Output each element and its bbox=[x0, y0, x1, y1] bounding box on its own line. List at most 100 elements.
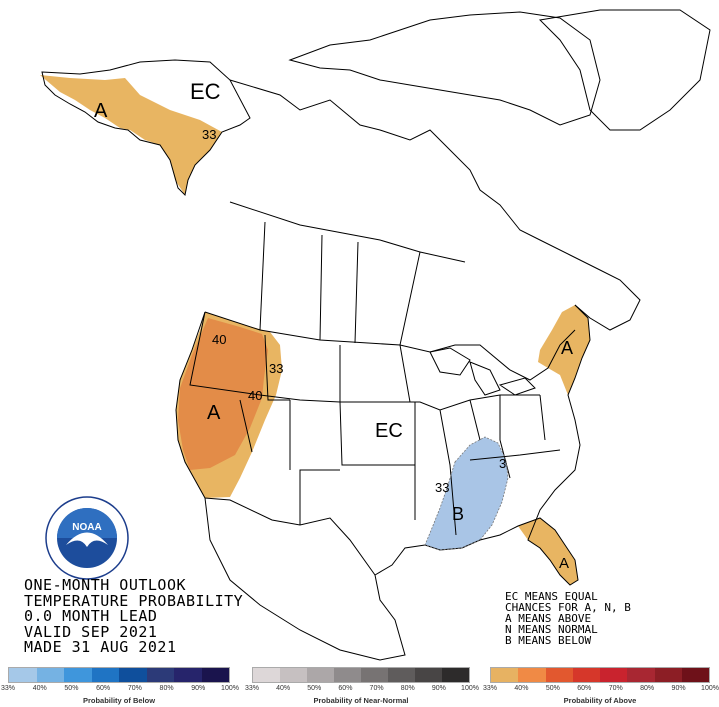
scale-normal-swatch bbox=[280, 668, 307, 682]
scale-below-swatches bbox=[8, 667, 230, 683]
contours bbox=[424, 436, 509, 551]
scale-below-swatch bbox=[36, 668, 64, 682]
scale-below-tick-label: 33% bbox=[0, 685, 16, 692]
map-labels: EC A 33 40 33 40 A EC A 3 33 B A bbox=[94, 79, 573, 572]
label-33-alaska: 33 bbox=[202, 127, 216, 142]
scale-above-tick-label: 70% bbox=[608, 685, 623, 692]
scale-normal-swatch bbox=[361, 668, 388, 682]
scale-above-tick-label: 50% bbox=[545, 685, 560, 692]
scale-above-ticks: 33% 40% 50% 60% 70% 80% 90% 100% bbox=[483, 685, 719, 695]
label-ec-alaska: EC bbox=[190, 79, 221, 104]
region-below-south bbox=[425, 437, 508, 550]
scale-normal-title: Probability of Near-Normal bbox=[313, 696, 409, 705]
label-b-south: B bbox=[452, 504, 464, 524]
canada-coast bbox=[229, 79, 641, 331]
greenland-outline bbox=[538, 9, 711, 131]
scale-below: 33% 40% 50% 60% 70% 80% 90% 100% Probability of… bbox=[1, 667, 239, 705]
label-a-alaska: A bbox=[94, 100, 108, 122]
legend-block: EC MEANS EQUAL CHANCES FOR A, N, B A MEA… bbox=[505, 591, 631, 646]
label-a-florida: A bbox=[559, 555, 569, 572]
scale-above-title: Probability of Above bbox=[563, 696, 637, 705]
title-line-2: TEMPERATURE PROBABILITY bbox=[24, 591, 244, 610]
scale-normal-tick-label: 50% bbox=[307, 685, 322, 692]
scale-below-swatch bbox=[64, 668, 92, 682]
scale-normal-ticks: 33% 40% 50% 60% 70% 80% 90% 100% bbox=[245, 685, 479, 695]
title-line-4: VALID SEP 2021 bbox=[24, 622, 158, 641]
title-block: ONE-MONTH OUTLOOK TEMPERATURE PROBABILIT… bbox=[24, 577, 244, 656]
scale-below-swatch bbox=[9, 668, 37, 682]
label-40-nevada: 40 bbox=[248, 388, 262, 403]
scale-below-swatch bbox=[174, 668, 202, 682]
contour-southeast bbox=[424, 436, 509, 551]
scale-normal-tick-label: 33% bbox=[244, 685, 260, 692]
mexico-outline bbox=[204, 497, 406, 661]
scale-above-tick-label: 100% bbox=[701, 685, 719, 692]
scale-normal-tick-label: 90% bbox=[431, 685, 446, 692]
legend-line-2: CHANCES FOR A, N, B bbox=[505, 601, 631, 614]
scale-normal-swatch bbox=[334, 668, 361, 682]
noaa-logo: NOAA bbox=[45, 496, 129, 580]
scale-below-tick-label: 100% bbox=[221, 685, 239, 692]
scale-below-tick-label: 90% bbox=[191, 685, 206, 692]
scale-below-tick-label: 50% bbox=[64, 685, 79, 692]
scale-above-swatch bbox=[654, 668, 682, 682]
region-above-florida bbox=[518, 518, 578, 585]
scale-below-swatch bbox=[201, 668, 229, 682]
legend-line-1: EC MEANS EQUAL bbox=[505, 590, 598, 603]
scale-normal-swatch bbox=[415, 668, 442, 682]
title-line-3: 0.0 MONTH LEAD bbox=[24, 607, 158, 625]
scale-above: 33% 40% 50% 60% 70% 80% 90% 100% Probability of… bbox=[483, 667, 719, 705]
scale-below-ticks: 33% 40% 50% 60% 70% 80% 90% 100% bbox=[1, 685, 239, 695]
scale-normal-swatch bbox=[307, 668, 334, 682]
scale-above-swatches bbox=[490, 667, 710, 683]
scale-normal-swatch bbox=[442, 668, 469, 682]
scale-normal-swatch bbox=[388, 668, 415, 682]
label-33-south-west: 33 bbox=[435, 480, 449, 495]
scale-normal-tick-label: 40% bbox=[276, 685, 291, 692]
great-lakes bbox=[429, 347, 536, 396]
scale-below-swatch bbox=[91, 668, 119, 682]
region-above-west-40 bbox=[178, 318, 268, 470]
scale-above-swatch bbox=[600, 668, 628, 682]
scale-normal-tick-label: 70% bbox=[369, 685, 384, 692]
scale-below-tick-label: 60% bbox=[96, 685, 111, 692]
scale-below-title: Probability of Below bbox=[82, 696, 156, 705]
scale-above-tick-label: 40% bbox=[514, 685, 529, 692]
scale-above-swatch bbox=[491, 668, 519, 682]
scale-above-swatch bbox=[681, 668, 709, 682]
scale-normal-tick-label: 60% bbox=[338, 685, 353, 692]
shaded-regions bbox=[40, 75, 590, 585]
canada-province-lines bbox=[229, 201, 466, 346]
label-a-west: A bbox=[207, 402, 221, 424]
scale-above-swatch bbox=[545, 668, 573, 682]
scale-normal-tick-label: 100% bbox=[461, 685, 479, 692]
legend-line-5: B MEANS BELOW bbox=[505, 634, 592, 647]
scale-normal-swatches bbox=[252, 667, 470, 683]
scale-above-tick-label: 33% bbox=[482, 685, 498, 692]
scale-above-swatch bbox=[572, 668, 600, 682]
region-above-alaska bbox=[40, 75, 222, 195]
scale-below-tick-label: 70% bbox=[127, 685, 142, 692]
logo-text: NOAA bbox=[72, 522, 101, 533]
label-3-northeast: 3 bbox=[499, 456, 506, 471]
scale-normal-swatch bbox=[253, 668, 280, 682]
alaska-outline bbox=[41, 59, 251, 197]
region-above-northeast bbox=[538, 305, 590, 395]
scale-above-swatch bbox=[518, 668, 546, 682]
legend-line-3: A MEANS ABOVE bbox=[505, 612, 592, 625]
scale-below-swatch bbox=[119, 668, 147, 682]
scale-above-swatch bbox=[627, 668, 655, 682]
scale-below-tick-label: 80% bbox=[159, 685, 174, 692]
scale-below-tick-label: 40% bbox=[32, 685, 47, 692]
label-ec-conus: EC bbox=[375, 420, 403, 442]
boundaries bbox=[41, 9, 711, 661]
scale-above-tick-label: 60% bbox=[577, 685, 592, 692]
scale-below-swatch bbox=[146, 668, 174, 682]
label-a-northeast: A bbox=[561, 338, 573, 358]
state-lines bbox=[189, 311, 561, 536]
legend-line-4: N MEANS NORMAL bbox=[505, 623, 598, 636]
us-canada-border bbox=[204, 311, 576, 381]
scale-normal-tick-label: 80% bbox=[400, 685, 415, 692]
label-40-oregon: 40 bbox=[212, 332, 226, 347]
